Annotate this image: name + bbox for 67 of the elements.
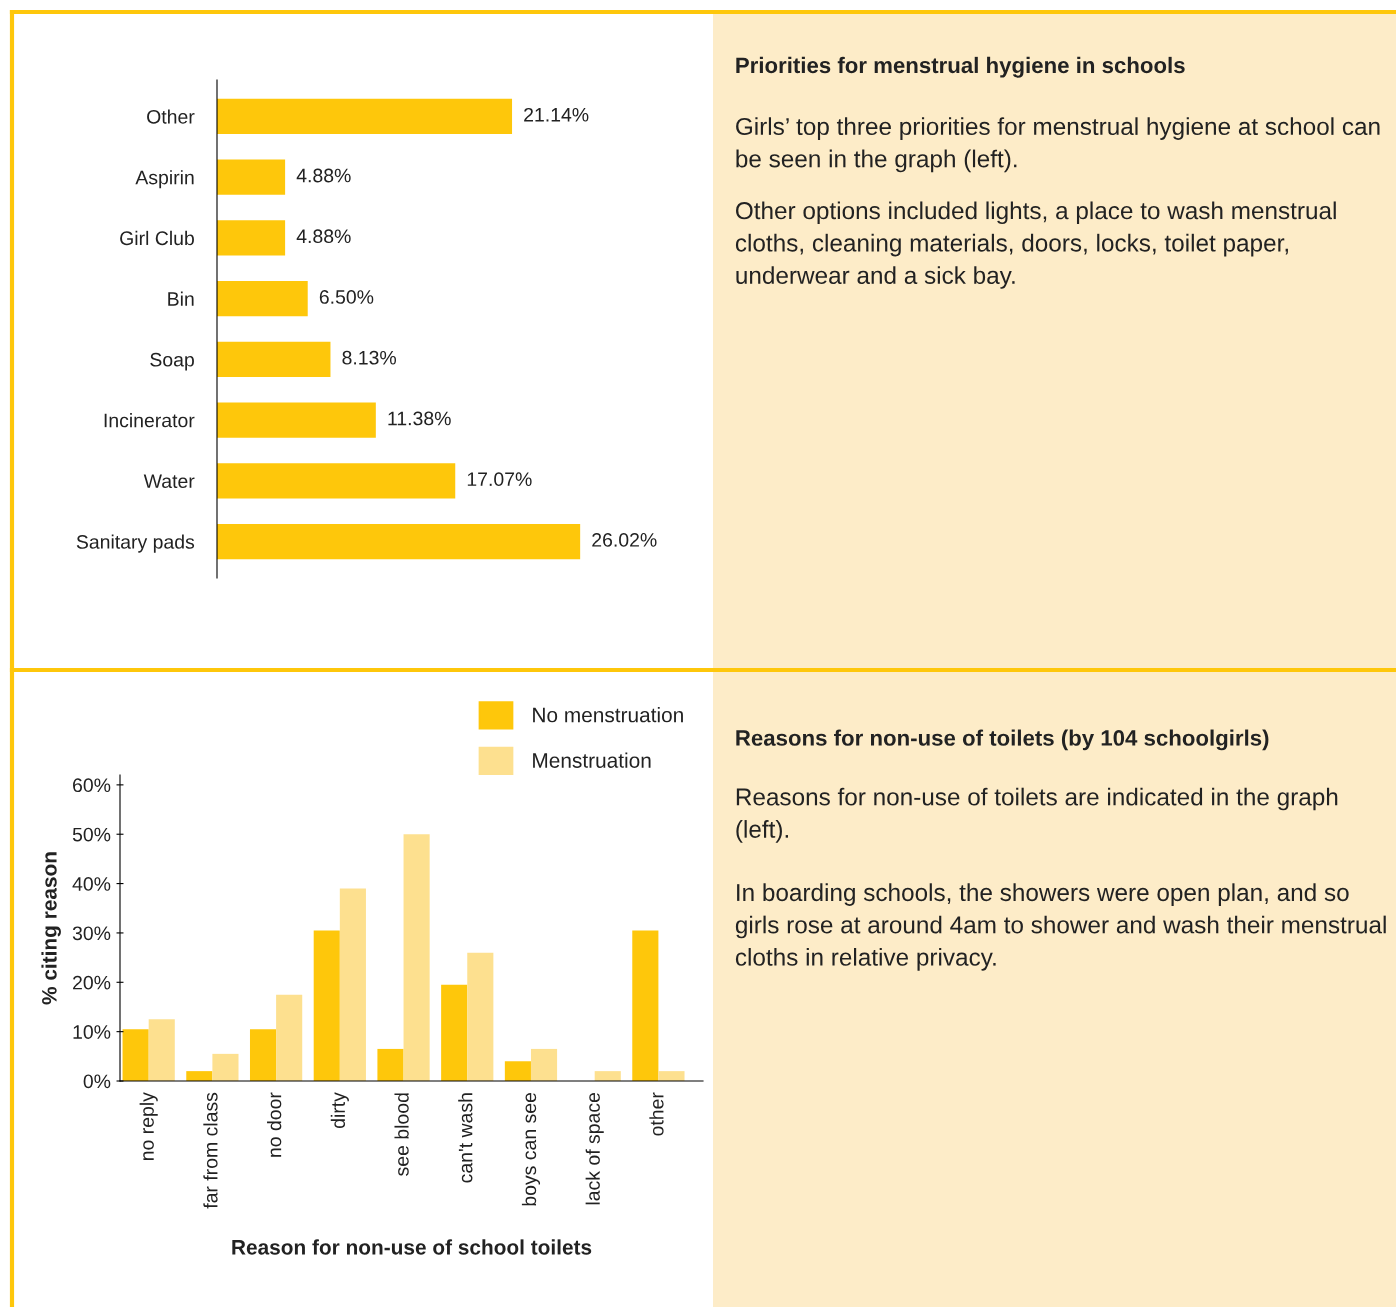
x-tick-label: see blood	[394, 1093, 409, 1176]
data-label: 11.38%	[388, 411, 451, 426]
bar	[212, 1053, 239, 1081]
bar	[217, 98, 513, 135]
x-tick-label: can't wash	[458, 1093, 473, 1183]
text: Priorities for menstrual hygiene in schools	[736, 56, 1185, 78]
x-tick-label: no reply	[139, 1092, 158, 1160]
y-tick-label: 50%	[72, 827, 111, 842]
y-tick-label: 30%	[72, 926, 111, 941]
legend-label: No menstruation	[533, 707, 683, 723]
data-label: 8.13%	[342, 350, 397, 365]
y-tick-label: 40%	[72, 877, 111, 891]
bar	[122, 1029, 149, 1081]
x-axis-title: Reason for non-use of school toilets	[232, 1239, 592, 1255]
legend-label: Menstruation	[533, 752, 651, 768]
data-label: 4.88%	[296, 168, 351, 183]
bar	[249, 1029, 277, 1081]
bar	[467, 952, 494, 1081]
bar	[632, 930, 659, 1081]
y-tick-label: 20%	[73, 975, 111, 990]
y-tick-label: 60%	[73, 778, 111, 793]
y-tick-label: 0%	[83, 1074, 111, 1089]
bar	[217, 402, 376, 438]
y-tick-label: Incinerator	[104, 413, 195, 428]
bar	[186, 1071, 213, 1081]
x-tick-label: lack of space	[585, 1092, 604, 1205]
y-tick-label: Water	[143, 474, 195, 489]
bar	[217, 341, 331, 377]
bar	[313, 930, 340, 1081]
bar	[504, 1061, 531, 1081]
bar	[217, 281, 308, 317]
bar	[658, 1071, 685, 1081]
bar	[217, 523, 581, 560]
data-label: 6.50%	[319, 290, 374, 304]
text: Reasons for non-use of toilets are indicated in the graph (left).	[736, 787, 1338, 843]
data-label: 4.88%	[296, 229, 351, 244]
y-tick-label: 10%	[73, 1025, 111, 1039]
text: Girls’ top three priorities for menstrual hygiene at school can be seen in the graph (left).	[736, 117, 1380, 173]
bar	[530, 1048, 558, 1081]
data-label: 21.14%	[524, 107, 589, 122]
y-tick-label: Soap	[150, 352, 194, 371]
y-tick-label: Girl Club	[120, 230, 194, 246]
bar	[217, 463, 456, 499]
bar	[377, 1048, 404, 1081]
text: In boarding schools, the showers were open plan, and so girls rose at around 4am to shower and wash their menstrual cloths in relative privacy.	[735, 883, 1386, 971]
x-tick-label: dirty	[330, 1092, 349, 1129]
bar	[148, 1019, 175, 1081]
x-tick-label: no door	[267, 1092, 282, 1157]
bar	[441, 984, 468, 1081]
bar	[339, 888, 366, 1081]
y-tick-label: Bin	[168, 291, 194, 306]
text: Reasons for non-use of toilets (by 104 schoolgirls)	[736, 729, 1269, 751]
bar	[217, 159, 286, 195]
x-tick-label: far from class	[203, 1092, 218, 1209]
bar	[403, 834, 430, 1081]
data-label: 17.07%	[467, 472, 532, 487]
y-axis-title: % citing reason	[41, 852, 61, 1005]
x-tick-label: boys can see	[521, 1092, 541, 1206]
bar	[217, 220, 286, 256]
bar	[276, 994, 303, 1081]
data-label: 26.02%	[592, 533, 657, 547]
bar	[594, 1071, 621, 1081]
y-tick-label: Sanitary pads	[76, 534, 195, 553]
x-tick-label: other	[649, 1092, 664, 1136]
text: Other options included lights, a place to wash menstrual cloths, cleaning materials, doors, locks, toilet paper, underwear and a sick bay.	[735, 201, 1336, 289]
y-tick-label: Aspirin	[135, 170, 194, 189]
y-tick-label: Other	[147, 109, 195, 124]
